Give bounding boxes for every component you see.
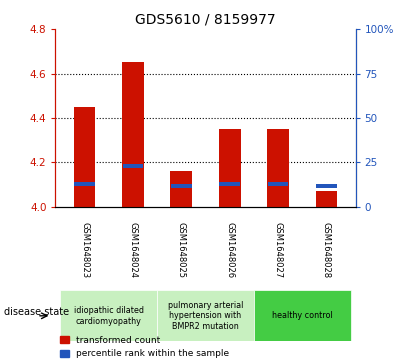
Text: pulmonary arterial
hypertension with
BMPR2 mutation: pulmonary arterial hypertension with BMP…	[168, 301, 243, 331]
Bar	[122, 62, 144, 207]
Bar	[268, 182, 289, 186]
Title: GDS5610 / 8159977: GDS5610 / 8159977	[135, 12, 276, 26]
Text: GSM1648027: GSM1648027	[274, 221, 283, 278]
Bar	[60, 290, 157, 341]
Text: disease state: disease state	[4, 307, 69, 317]
Bar	[267, 129, 289, 207]
Legend: transformed count, percentile rank within the sample: transformed count, percentile rank withi…	[60, 336, 229, 359]
Text: GSM1648028: GSM1648028	[322, 221, 331, 278]
Bar	[254, 290, 351, 341]
Bar	[122, 164, 143, 168]
Text: GSM1648026: GSM1648026	[225, 221, 234, 278]
Bar	[219, 129, 240, 207]
Text: GSM1648024: GSM1648024	[128, 221, 137, 278]
Bar	[171, 184, 192, 188]
Bar	[74, 182, 95, 185]
Bar	[74, 107, 95, 207]
Bar	[219, 182, 240, 186]
Bar	[316, 184, 337, 188]
Bar	[157, 290, 254, 341]
Bar	[316, 191, 337, 207]
Bar	[171, 171, 192, 207]
Text: healthy control: healthy control	[272, 311, 332, 320]
Text: GSM1648023: GSM1648023	[80, 221, 89, 278]
Text: idiopathic dilated
cardiomyopathy: idiopathic dilated cardiomyopathy	[74, 306, 144, 326]
Text: GSM1648025: GSM1648025	[177, 221, 186, 278]
